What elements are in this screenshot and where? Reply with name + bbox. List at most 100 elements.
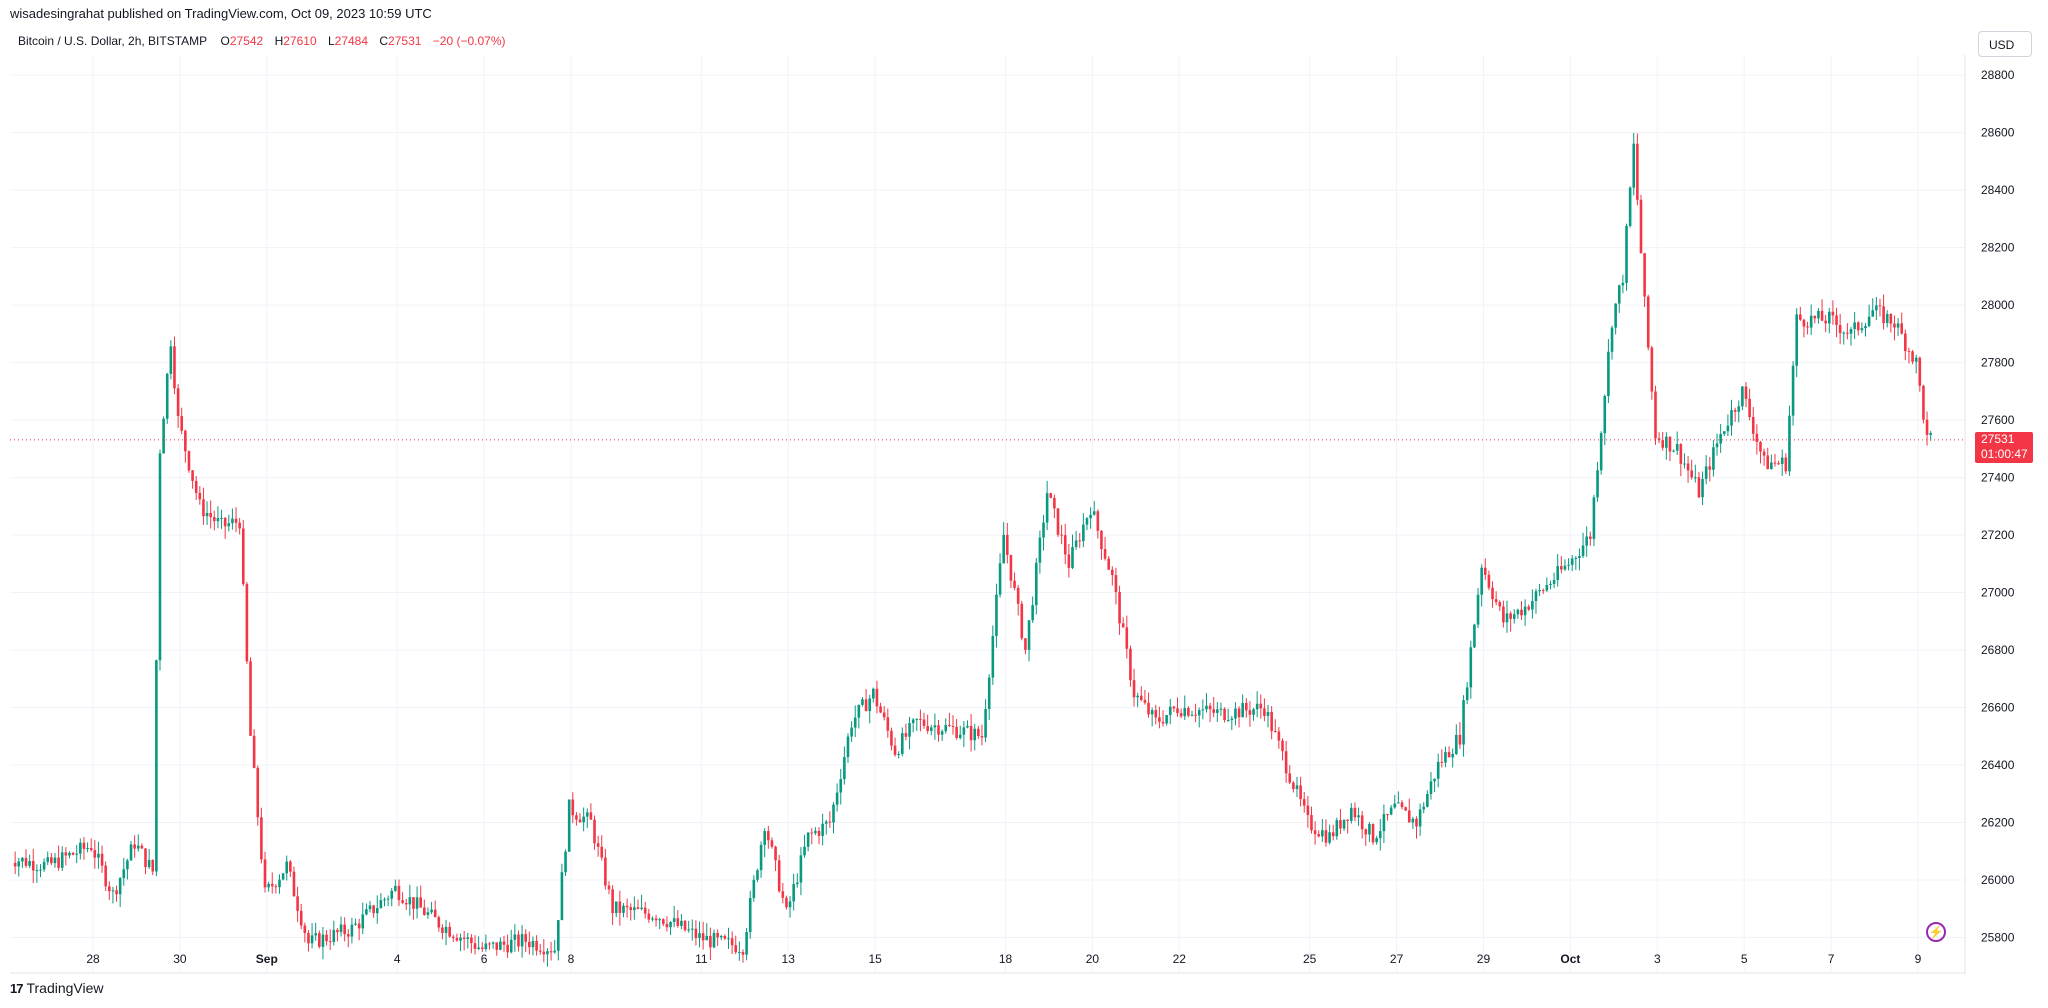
candle	[1835, 307, 1838, 338]
candle-body	[187, 451, 191, 471]
candle-body	[1252, 709, 1255, 715]
candle	[1154, 704, 1158, 725]
candle	[1321, 818, 1324, 842]
candle	[752, 875, 756, 902]
candle	[517, 930, 520, 952]
candle	[346, 929, 350, 948]
candle-body	[1335, 820, 1339, 837]
candle	[213, 510, 216, 531]
candle-body	[238, 522, 241, 529]
candle-body	[1538, 590, 1541, 592]
candle	[1241, 694, 1244, 718]
candle-body	[198, 492, 202, 500]
candle	[850, 721, 853, 742]
candle-body	[1733, 410, 1737, 412]
candle-body	[1082, 524, 1085, 542]
candle-body	[241, 528, 245, 585]
currency-button[interactable]: USD	[1978, 31, 2032, 57]
candle-body	[397, 885, 401, 901]
y-tick-label: 28800	[1981, 68, 2015, 82]
candle-body	[1704, 466, 1708, 479]
candle-body	[1755, 433, 1759, 442]
candle-body	[832, 804, 835, 823]
candle-body	[1780, 457, 1784, 464]
candle-body	[1505, 613, 1509, 623]
candle-body	[173, 346, 176, 389]
candle	[1324, 819, 1328, 847]
candle-body	[1838, 325, 1842, 334]
candle	[694, 920, 698, 946]
change-value: −20 (−0.07%)	[432, 34, 506, 48]
candle-body	[1465, 687, 1469, 701]
candle	[1038, 530, 1042, 574]
candle	[1809, 304, 1813, 335]
candle-body	[857, 704, 861, 718]
candle	[336, 928, 339, 942]
candle-body	[929, 727, 933, 731]
candle-body	[1342, 819, 1346, 829]
candle	[249, 657, 252, 737]
candle-body	[1462, 700, 1465, 745]
candle	[629, 903, 633, 921]
candle	[1067, 543, 1071, 578]
candle	[307, 930, 310, 952]
x-tick-label: 29	[1477, 952, 1491, 966]
candle-body	[1049, 493, 1053, 498]
candle-body	[1063, 535, 1067, 555]
candle	[60, 846, 64, 871]
candle	[1201, 699, 1205, 720]
candle	[1411, 816, 1415, 829]
candle-body	[451, 936, 455, 938]
candle	[1621, 274, 1625, 294]
candle	[549, 941, 553, 961]
candle-body	[1172, 706, 1176, 709]
candle	[1313, 821, 1317, 845]
symbol-title[interactable]: Bitcoin / U.S. Dollar, 2h, BITSTAMP	[18, 34, 208, 48]
candle-body	[922, 719, 926, 726]
candle-body	[759, 844, 763, 871]
y-tick-label: 28000	[1981, 298, 2015, 312]
candle-body	[1389, 807, 1393, 815]
candle-body	[325, 934, 328, 942]
candle-body	[730, 938, 734, 946]
candle-body	[886, 717, 890, 731]
candle	[1006, 522, 1009, 564]
candle-body	[904, 733, 908, 737]
candle	[64, 847, 68, 866]
candle-body	[423, 907, 426, 915]
candle-body	[57, 857, 60, 868]
candle-body	[1447, 752, 1451, 758]
candle	[241, 519, 245, 587]
candle	[933, 713, 937, 740]
candle	[198, 486, 202, 505]
lightning-icon[interactable]: ⚡	[1926, 922, 1946, 942]
candle	[687, 920, 690, 933]
candle-body	[1552, 580, 1556, 584]
candle	[1009, 554, 1013, 589]
candle	[1860, 322, 1864, 334]
candle-body	[690, 928, 694, 930]
candle	[1541, 588, 1545, 594]
candle	[1404, 806, 1407, 811]
candle-body	[1694, 477, 1697, 479]
candle	[745, 928, 748, 961]
candle-body	[839, 779, 843, 793]
candle	[669, 920, 672, 936]
candle	[701, 921, 705, 950]
candle-body	[843, 757, 846, 780]
candle-body	[828, 821, 832, 823]
candle	[35, 864, 39, 883]
candle	[1049, 492, 1053, 499]
candle	[864, 689, 868, 712]
candle	[184, 429, 187, 463]
candle-body	[803, 846, 806, 856]
candle	[524, 929, 528, 953]
candle-body	[1328, 832, 1331, 843]
candle	[57, 845, 60, 871]
candle	[1368, 821, 1371, 842]
candle-body	[1867, 316, 1871, 326]
candle	[1480, 564, 1483, 607]
high-label: H	[274, 34, 284, 48]
candle	[1770, 454, 1773, 470]
